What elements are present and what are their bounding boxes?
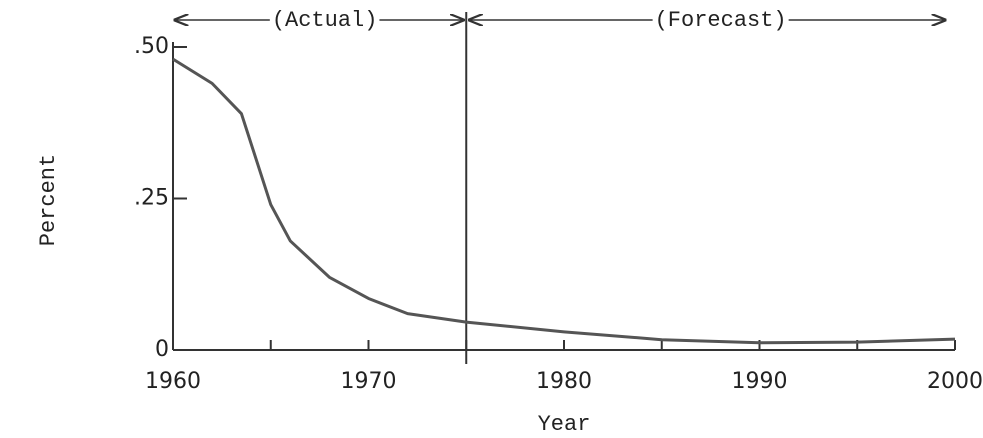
y-tick-label: 0	[155, 337, 169, 362]
annotation: (Actual)	[272, 8, 378, 33]
x-tick-label: 1980	[536, 369, 592, 394]
x-tick-label: 2000	[927, 369, 983, 394]
x-tick-label: 1970	[341, 369, 397, 394]
x-tick-label: 1960	[145, 369, 201, 394]
y-axis-label: Percent	[36, 154, 61, 246]
y-tick-label: .50	[134, 34, 169, 59]
y-tick-label: .25	[134, 186, 169, 211]
data-line	[172, 57, 956, 345]
x-axis-label: Year	[538, 412, 591, 437]
x-tick-label: 1990	[732, 369, 788, 394]
annotation: (Forecast)	[655, 8, 787, 33]
